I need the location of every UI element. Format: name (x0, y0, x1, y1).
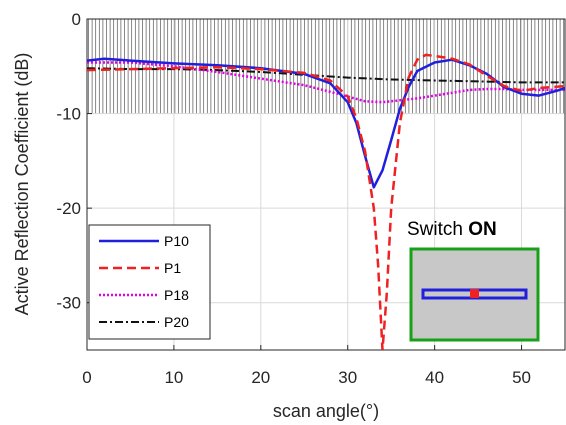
legend-label-p20: P20 (164, 314, 189, 330)
x-tick-label: 10 (164, 368, 183, 387)
inset-switch (470, 289, 479, 298)
inset-title-bold: ON (468, 219, 497, 240)
y-tick-label: -20 (56, 199, 81, 218)
legend-label-p10: P10 (164, 233, 189, 249)
series-line-p1 (87, 53, 565, 350)
legend-label-p1: P1 (164, 260, 181, 276)
legend-box (88, 224, 211, 340)
hatch-band (88, 19, 565, 114)
plot-frame (86, 18, 566, 351)
axis-ticks: 0 10 20 30 40 50 0 -10 -20 -30 (56, 10, 531, 387)
inset-title: Switch ON (407, 219, 497, 240)
legend-label-p18: P18 (164, 287, 189, 303)
series-lines (87, 53, 565, 350)
y-axis-label: Active Reflection Coefficient (dB) (12, 53, 32, 316)
y-tick-label: 0 (72, 10, 81, 29)
x-tick-label: 40 (425, 368, 444, 387)
y-tick-label: -30 (56, 294, 81, 313)
y-tick-label: -10 (56, 105, 81, 124)
legend: P10 P1 P18 P20 (88, 224, 211, 340)
x-tick-label: 30 (338, 368, 357, 387)
x-tick-label: 0 (82, 368, 91, 387)
inset-title-prefix: Switch (407, 219, 468, 240)
x-axis-label: scan angle(°) (273, 401, 379, 421)
switch-inset: Switch ON (407, 219, 540, 342)
x-tick-label: 50 (512, 368, 531, 387)
x-tick-label: 20 (251, 368, 270, 387)
